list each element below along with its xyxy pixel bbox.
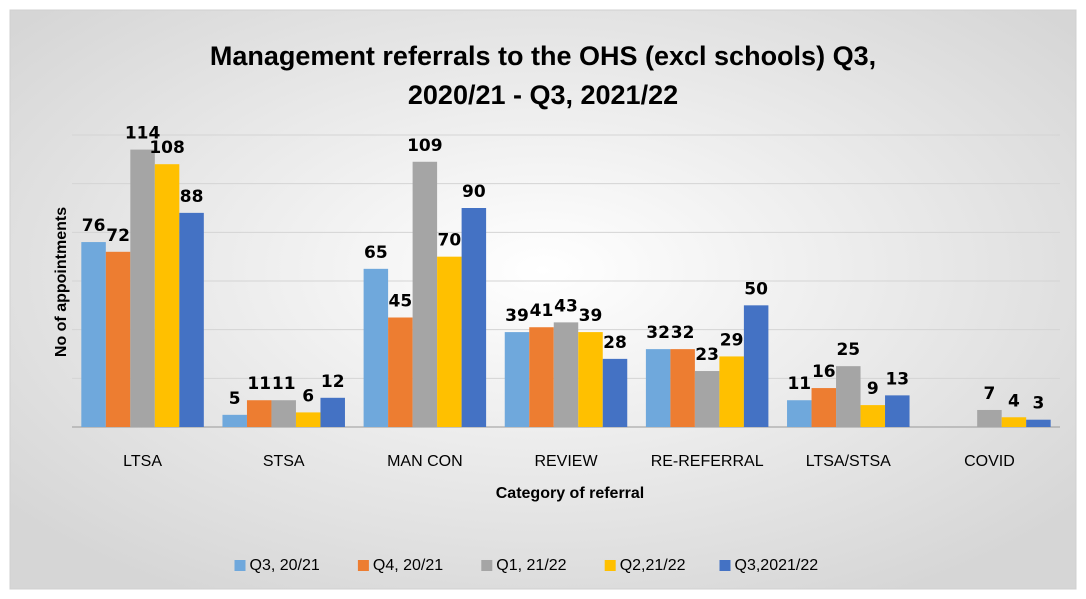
data-label: 50 xyxy=(744,279,768,299)
bar xyxy=(130,149,155,427)
x-tick-label: LTSA/STSA xyxy=(806,453,891,470)
bar xyxy=(553,322,579,427)
bar xyxy=(743,305,769,427)
data-label: 4 xyxy=(1008,391,1020,411)
data-label: 28 xyxy=(603,333,627,353)
bar xyxy=(81,242,106,427)
bar xyxy=(222,414,247,427)
data-label: 41 xyxy=(530,301,554,321)
legend-swatch xyxy=(604,560,616,571)
legend-swatch xyxy=(234,560,246,571)
data-label: 76 xyxy=(82,216,106,236)
bar xyxy=(885,395,910,427)
legend-swatch xyxy=(357,560,369,571)
bar xyxy=(271,400,296,427)
data-label: 11 xyxy=(272,374,296,394)
chart-title: Management referrals to the OHS (excl sc… xyxy=(210,41,876,71)
legend-label: Q4, 20/21 xyxy=(373,557,443,574)
data-label: 12 xyxy=(321,372,345,392)
x-axis-label: Category of referral xyxy=(496,485,645,502)
data-label: 114 xyxy=(125,124,161,144)
bar xyxy=(1001,417,1027,427)
data-label: 90 xyxy=(462,182,486,202)
bar xyxy=(461,208,487,427)
bar xyxy=(719,356,744,427)
bar xyxy=(363,268,389,427)
data-label: 16 xyxy=(812,362,836,382)
bar xyxy=(860,405,886,427)
bar xyxy=(1026,419,1051,427)
bar xyxy=(154,164,180,427)
data-label: 72 xyxy=(106,226,130,246)
bar xyxy=(320,397,345,427)
data-label: 70 xyxy=(438,231,462,251)
x-tick-label: STSA xyxy=(263,453,305,470)
bar xyxy=(602,358,628,427)
data-label: 11 xyxy=(787,374,811,394)
x-tick-label: LTSA xyxy=(123,453,162,470)
data-label: 32 xyxy=(646,323,670,343)
bar xyxy=(504,332,530,427)
bar xyxy=(645,349,671,427)
legend-label: Q3,2021/22 xyxy=(735,557,819,574)
data-label: 29 xyxy=(720,330,744,350)
legend-swatch xyxy=(719,560,731,571)
bar xyxy=(179,212,204,427)
x-tick-label: COVID xyxy=(964,453,1015,470)
data-label: 43 xyxy=(554,296,578,316)
data-label: 65 xyxy=(364,243,388,263)
data-label: 6 xyxy=(302,386,314,406)
bar xyxy=(670,349,695,427)
data-label: 88 xyxy=(180,187,204,207)
bar xyxy=(105,251,131,427)
bar xyxy=(811,388,837,427)
data-label: 108 xyxy=(149,138,185,158)
data-label: 109 xyxy=(407,136,443,156)
legend-label: Q3, 20/21 xyxy=(250,557,320,574)
bar xyxy=(694,371,720,427)
x-tick-label: MAN CON xyxy=(387,453,463,470)
data-label: 23 xyxy=(695,345,719,365)
chart-title: 2020/21 - Q3, 2021/22 xyxy=(408,80,678,110)
legend-swatch xyxy=(481,560,493,571)
bar xyxy=(529,327,554,427)
bar xyxy=(836,366,861,427)
data-label: 9 xyxy=(867,379,879,399)
data-label: 39 xyxy=(505,306,529,326)
bar xyxy=(246,400,272,427)
data-label: 5 xyxy=(229,389,241,409)
bar xyxy=(388,317,413,427)
x-tick-label: REVIEW xyxy=(534,453,598,470)
legend-label: Q1, 21/22 xyxy=(496,557,566,574)
data-label: 13 xyxy=(885,369,909,389)
bar xyxy=(295,412,321,427)
data-label: 39 xyxy=(579,306,603,326)
data-label: 11 xyxy=(247,374,271,394)
data-label: 32 xyxy=(671,323,695,343)
data-label: 25 xyxy=(836,340,860,360)
data-label: 3 xyxy=(1033,394,1045,414)
x-tick-label: RE-REFERRAL xyxy=(651,453,764,470)
bar xyxy=(578,332,603,427)
bar xyxy=(412,161,438,427)
legend-label: Q2,21/22 xyxy=(620,557,686,574)
data-label: 45 xyxy=(389,292,413,312)
bar xyxy=(437,256,462,427)
y-axis-label: No of appointments xyxy=(53,207,70,357)
bar xyxy=(977,409,1002,427)
bar xyxy=(787,400,812,427)
data-label: 7 xyxy=(984,384,996,404)
